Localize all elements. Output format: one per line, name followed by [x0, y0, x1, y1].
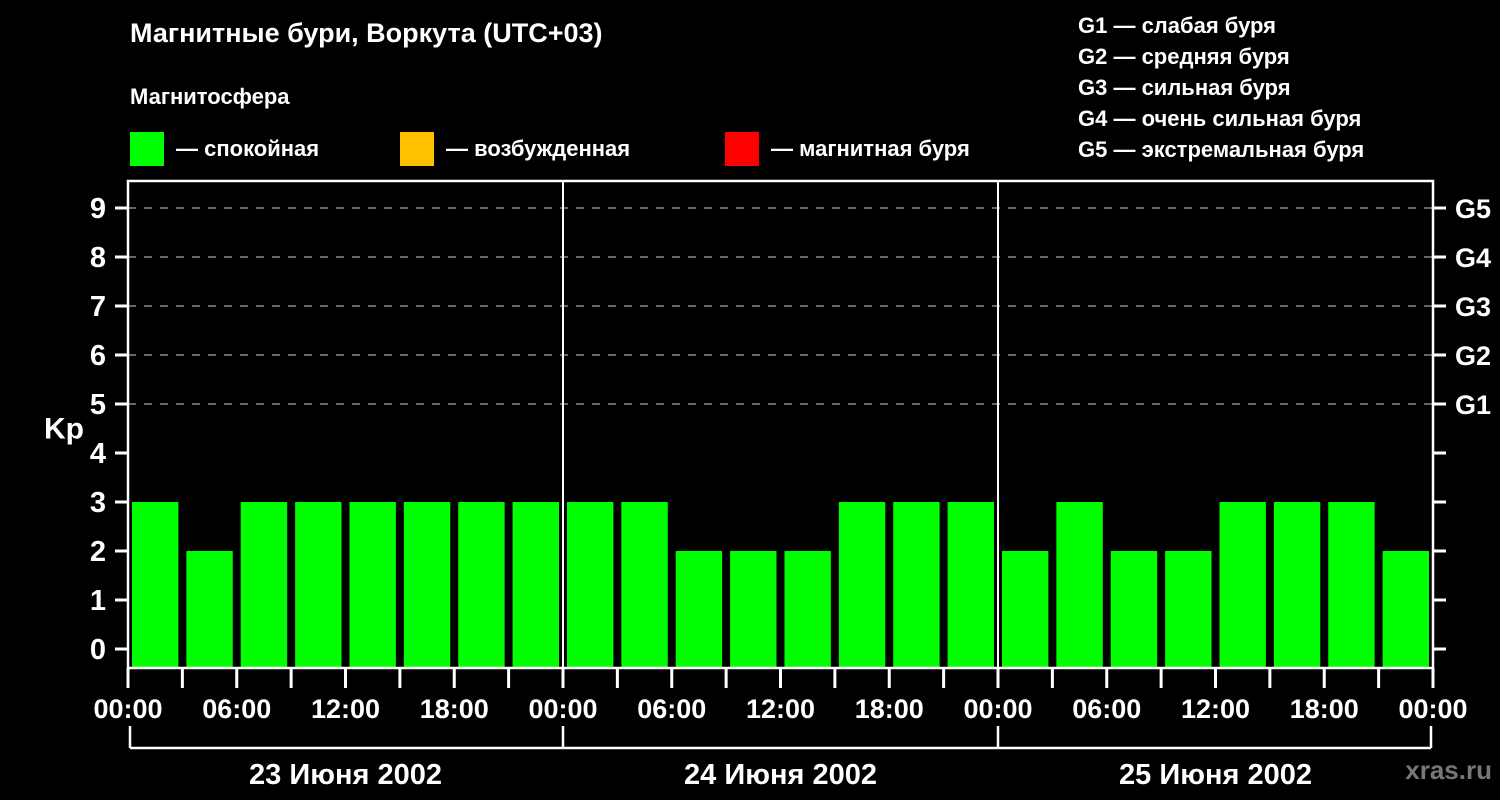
x-tick-label-24: 00:00: [1398, 694, 1467, 724]
kp-bar-day3-slot2: [1056, 502, 1103, 668]
legend-swatch-quiet: [130, 132, 164, 166]
date-label-day2: 24 Июня 2002: [684, 759, 877, 791]
kp-bar-day2-slot6: [838, 502, 886, 668]
kp-bar-day2-slot7: [893, 502, 940, 668]
x-tick-label-10: 06:00: [637, 694, 706, 724]
kp-bar-day3-slot6: [1273, 502, 1321, 668]
kp-bar-day3-slot8: [1382, 551, 1429, 668]
page-title: Магнитные бури, Воркута (UTC+03): [130, 18, 603, 48]
date-label-day1: 23 Июня 2002: [249, 759, 442, 791]
right-axis-label-g2: G2: [1455, 341, 1491, 371]
kp-bar-day2-slot5: [784, 551, 831, 668]
kp-bar-day2-slot8: [947, 502, 994, 668]
y-tick-label-5: 5: [90, 389, 106, 421]
kp-bar-day3-slot7: [1328, 502, 1375, 668]
kp-bar-day1-slot4: [295, 502, 342, 668]
y-tick-label-7: 7: [90, 291, 106, 323]
legend-item-storm: — магнитная буря: [725, 131, 970, 167]
x-tick-label-16: 00:00: [963, 694, 1032, 724]
legend-item-active: — возбужденная: [400, 131, 630, 167]
kp-bar-day1-slot1: [132, 502, 179, 668]
date-label-day3: 25 Июня 2002: [1119, 759, 1312, 791]
kp-bar-day1-slot8: [512, 502, 559, 668]
kp-bar-day3-slot4: [1165, 551, 1212, 668]
right-axis-label-g4: G4: [1455, 243, 1491, 273]
kp-bar-day3-slot1: [1002, 551, 1049, 668]
x-tick-label-18: 06:00: [1072, 694, 1141, 724]
x-tick-label-4: 12:00: [311, 694, 380, 724]
storm-scale-line-g2: G2 — средняя буря: [1078, 44, 1290, 69]
right-axis-label-g1: G1: [1455, 390, 1491, 420]
x-tick-label-14: 18:00: [855, 694, 924, 724]
kp-bar-day1-slot2: [186, 551, 233, 668]
legend-item-quiet: — спокойная: [130, 131, 319, 167]
kp-bar-day2-slot2: [621, 502, 668, 668]
y-tick-label-2: 2: [90, 536, 106, 568]
legend-label-storm: — магнитная буря: [771, 136, 970, 161]
y-tick-label-1: 1: [90, 585, 106, 617]
storm-scale-line-g5: G5 — экстремальная буря: [1078, 137, 1365, 162]
legend-swatch-storm: [725, 132, 759, 166]
x-tick-label-0: 00:00: [93, 694, 162, 724]
y-tick-label-6: 6: [90, 340, 106, 372]
right-axis-label-g5: G5: [1455, 194, 1491, 224]
legend-label-quiet: — спокойная: [176, 136, 320, 161]
storm-scale-line-g1: G1 — слабая буря: [1078, 13, 1277, 38]
x-tick-label-12: 12:00: [746, 694, 815, 724]
y-tick-label-0: 0: [90, 634, 106, 666]
kp-bar-day1-slot5: [349, 502, 396, 668]
x-tick-label-22: 18:00: [1290, 694, 1359, 724]
legend-swatch-active: [400, 132, 434, 166]
kp-bar-day1-slot7: [458, 502, 505, 668]
right-axis-label-g3: G3: [1455, 292, 1491, 322]
watermark: xras.ru: [1405, 755, 1492, 785]
storm-scale-legend: G1 — слабая буря G2 — средняя буря G3 — си…: [1078, 10, 1364, 165]
y-tick-label-9: 9: [90, 193, 106, 225]
y-tick-label-4: 4: [90, 438, 106, 470]
y-axis-title: Kp: [44, 413, 84, 446]
x-tick-label-20: 12:00: [1181, 694, 1250, 724]
kp-bar-day3-slot5: [1219, 502, 1266, 668]
y-tick-label-3: 3: [90, 487, 106, 519]
magnetosphere-subtitle: Магнитосфера: [130, 84, 290, 109]
kp-bar-day3-slot3: [1110, 551, 1158, 668]
storm-scale-line-g4: G4 — очень сильная буря: [1078, 106, 1362, 131]
x-tick-label-6: 18:00: [420, 694, 489, 724]
kp-bar-day1-slot3: [240, 502, 288, 668]
x-tick-label-2: 06:00: [202, 694, 271, 724]
kp-bar-day1-slot6: [403, 502, 451, 668]
legend-label-active: — возбужденная: [446, 136, 631, 161]
storm-scale-line-g3: G3 — сильная буря: [1078, 75, 1291, 100]
x-tick-label-8: 00:00: [528, 694, 597, 724]
kp-bar-day2-slot4: [730, 551, 777, 668]
y-tick-label-8: 8: [90, 242, 106, 274]
kp-bar-day2-slot1: [567, 502, 614, 668]
magnetosphere-legend: — спокойная — возбужденная — магнитная бур…: [0, 131, 1100, 167]
kp-bar-day2-slot3: [675, 551, 723, 668]
